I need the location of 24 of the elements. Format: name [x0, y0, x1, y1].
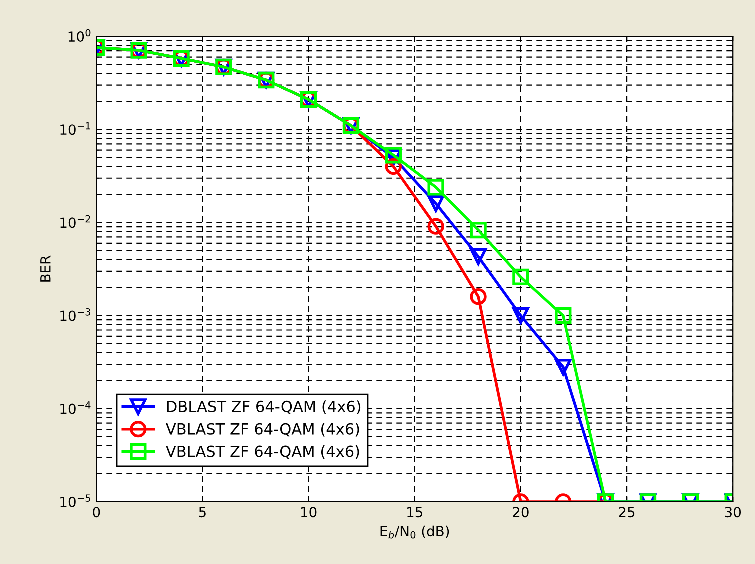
point [428, 179, 444, 196]
y-tick-label: 10$^{−4}$ [60, 402, 91, 414]
point [512, 268, 530, 286]
point [428, 195, 444, 212]
x-tick-label: 10 [301, 507, 317, 518]
x-tick-label: 5 [199, 507, 206, 518]
x-axis-title: E$_{b}$/N$_{0}$ (dB) [380, 526, 450, 539]
x-tick-label: 15 [408, 507, 422, 518]
legend-label: VBLAST ZF 64-QAM (4x6) [166, 423, 360, 437]
y-tick-label: 10$^{0}$ [68, 29, 91, 42]
x-tick-label: 20 [513, 507, 529, 518]
x-tick-label: 30 [725, 507, 742, 518]
y-axis-title: BER [40, 256, 51, 282]
point [470, 222, 487, 239]
x-tick-label: 0 [93, 507, 100, 518]
y-tick-label: 10$^{−5}$ [60, 494, 90, 508]
y-tick-label: 10$^{−3}$ [60, 308, 90, 322]
y-tick-label: 10$^{−1}$ [60, 122, 90, 136]
point [428, 218, 444, 235]
legend-label: DBLAST ZF 64-QAM (4x6) [167, 400, 361, 414]
legend-label: VBLAST ZF 64-QAM (4x6) [166, 446, 360, 460]
y-tick-label: 10$^{−2}$ [60, 215, 90, 228]
point [470, 248, 487, 266]
x-tick-label: 25 [619, 507, 635, 518]
